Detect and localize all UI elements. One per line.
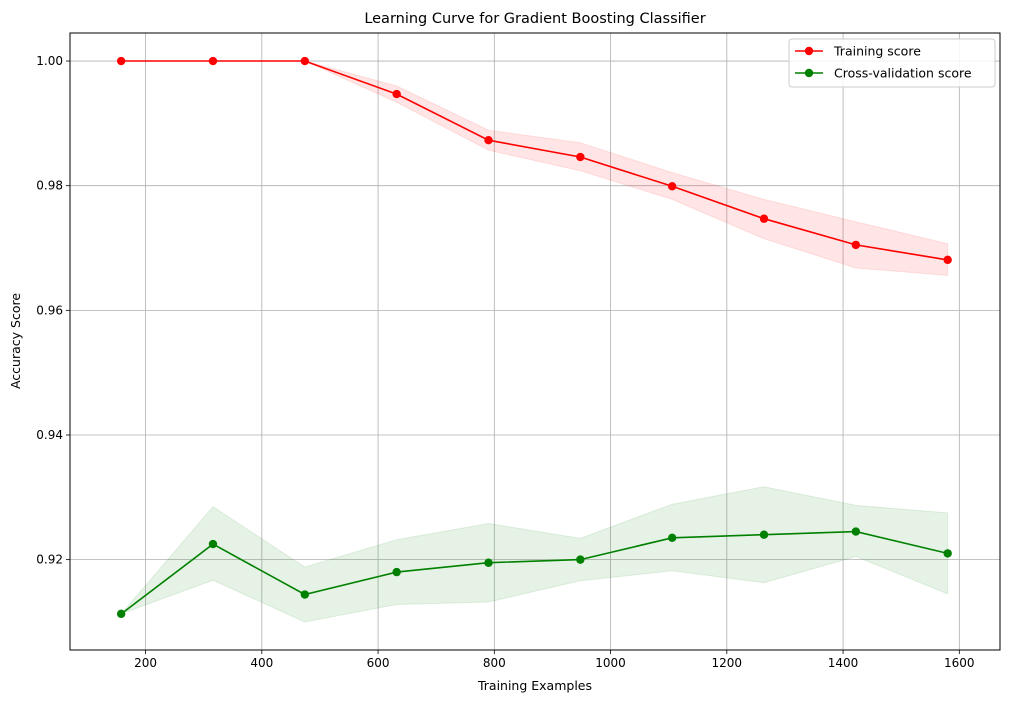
- training-score-point: [851, 240, 861, 250]
- cross-validation-score-point: [208, 539, 218, 549]
- training-score-point: [392, 89, 401, 99]
- y-axis-ticks: 0.92 0.94 0.96 0.98 1.00: [36, 54, 70, 567]
- x-tick-label: 400: [250, 656, 273, 670]
- y-tick-label: 0.92: [36, 553, 63, 567]
- cross-validation-score-legend-marker: [804, 68, 814, 78]
- cross-validation-score-point: [484, 558, 493, 567]
- cross-validation-score-point: [116, 609, 126, 619]
- plot-area-frame: [69, 32, 1001, 651]
- training-score-point: [576, 152, 585, 162]
- series-lines: [120, 60, 948, 615]
- training-score-legend-label: Training score: [833, 44, 921, 59]
- training-score-point: [759, 214, 769, 223]
- cross-validation-score-line: [120, 530, 948, 615]
- training-score-point: [943, 255, 952, 265]
- cross-validation-score-point: [392, 567, 401, 577]
- cross-validation-score-legend-label: Cross-validation score: [834, 66, 972, 81]
- data-points: [116, 56, 952, 619]
- training-score-band: [121, 60, 949, 276]
- x-tick-label: 1000: [595, 656, 626, 670]
- x-axis-label: Training Examples: [477, 678, 592, 693]
- cross-validation-score-point: [300, 590, 310, 599]
- training-score-legend-marker: [804, 46, 814, 56]
- y-tick-label: 0.94: [36, 428, 63, 442]
- x-tick-label: 1200: [712, 656, 743, 670]
- training-score-point: [116, 56, 126, 66]
- chart-title: Learning Curve for Gradient Boosting Cla…: [364, 11, 705, 27]
- training-score-line: [121, 60, 948, 261]
- confidence-bands: [119, 60, 949, 623]
- cross-validation-score-band: [119, 486, 949, 623]
- x-tick-label: 1600: [944, 656, 975, 670]
- training-score-point: [484, 135, 493, 145]
- y-tick-label: 0.98: [36, 179, 63, 193]
- y-tick-label: 1.00: [36, 54, 63, 68]
- training-score-point: [667, 182, 677, 191]
- y-tick-label: 0.96: [36, 303, 63, 317]
- x-tick-label: 600: [367, 656, 390, 670]
- training-score-point: [208, 56, 218, 66]
- cross-validation-score-point: [943, 549, 952, 558]
- y-axis-label: Accuracy Score: [8, 293, 23, 389]
- x-tick-label: 800: [483, 656, 506, 670]
- cross-validation-score-point: [851, 527, 861, 536]
- legend-box: [788, 38, 996, 88]
- cross-validation-score-point: [759, 530, 769, 539]
- cross-validation-score-point: [576, 555, 585, 564]
- legend: Training score Cross-validation score: [788, 38, 996, 88]
- cross-validation-score-point: [667, 533, 677, 543]
- x-tick-label: 1400: [828, 656, 859, 670]
- x-tick-label: 200: [134, 656, 157, 670]
- x-axis-ticks: 200 400 600 800 1000 1200 1400 1600: [134, 650, 975, 670]
- training-score-point: [300, 56, 310, 66]
